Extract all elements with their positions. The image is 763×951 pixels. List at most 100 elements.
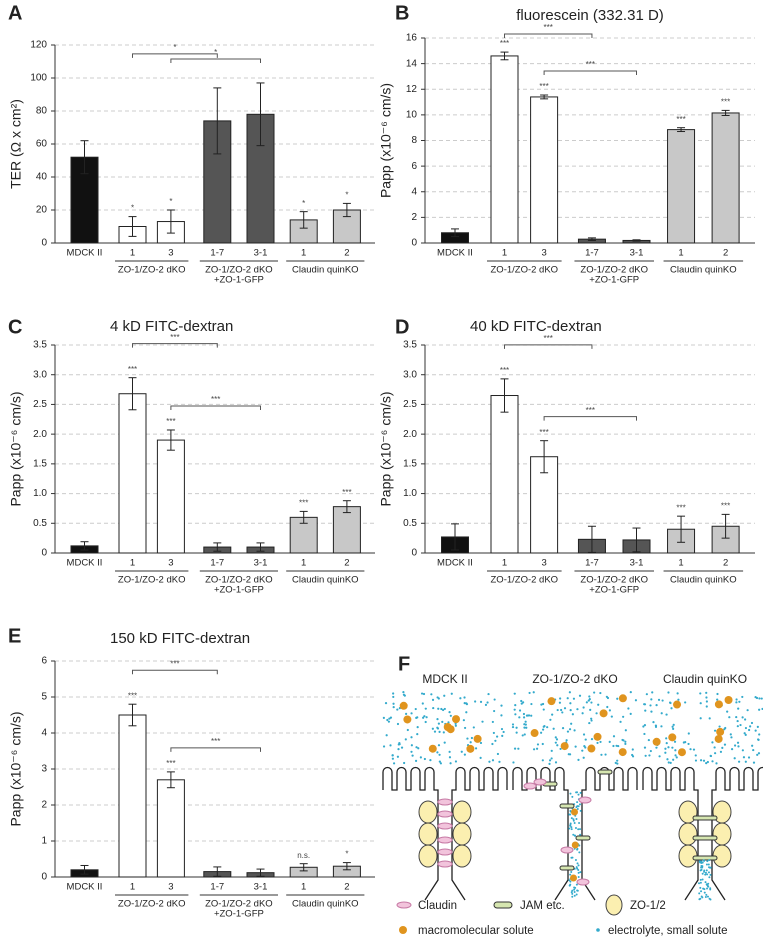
electrolyte-dot [752, 761, 756, 764]
electrolyte-dot [541, 759, 544, 762]
electrolyte-dot [502, 730, 505, 734]
electrolyte-dot [655, 704, 658, 707]
electrolyte-dot [757, 738, 760, 741]
electrolyte-dot [711, 760, 714, 763]
group-label: ZO-1/ZO-2 dKO [491, 265, 559, 276]
electrolyte-dot [608, 740, 611, 743]
error-bar [299, 863, 308, 872]
electrolyte-dot [643, 723, 647, 727]
x-tick-label: 1-7 [210, 248, 224, 259]
electrolyte-dot [595, 712, 598, 715]
electrolyte-dot [677, 698, 680, 701]
cell-membrane [382, 766, 439, 901]
zo-protein [452, 822, 472, 846]
electrolyte-dot [760, 697, 763, 700]
electrolyte-dot [501, 734, 504, 737]
electrolyte-dot [548, 759, 552, 762]
electrolyte-dot [590, 701, 593, 704]
electrolyte-dot [702, 859, 705, 862]
electrolyte-dot [448, 710, 451, 714]
x-tick-label: 2 [723, 558, 728, 569]
macromolecule-dot [403, 715, 412, 724]
bar [332, 506, 361, 554]
electrolyte-dot [624, 740, 627, 743]
group-label: +ZO-1-GFP [214, 275, 264, 286]
electrolyte-dot [559, 747, 562, 751]
electrolyte-dot [569, 792, 572, 795]
bar [490, 55, 519, 244]
electrolyte-dot [597, 703, 600, 706]
electrolyte-dot [728, 716, 731, 719]
electrolyte-dot [704, 873, 707, 876]
error-bar [677, 127, 686, 133]
x-tick-label: 3-1 [630, 558, 644, 569]
electrolyte-dot [631, 748, 634, 751]
y-tick-label: 0.5 [403, 518, 417, 529]
electrolyte-dot [419, 756, 422, 759]
electrolyte-dot [576, 807, 579, 810]
claudin [437, 836, 453, 844]
electrolyte-dot [436, 726, 439, 729]
bracket-label: * [214, 48, 217, 57]
macromolecule-dot [618, 694, 627, 703]
electrolyte-dot [417, 747, 420, 750]
electrolyte-dot [443, 707, 446, 711]
electrolyte-dot [576, 801, 579, 804]
electrolyte-dot [436, 696, 439, 699]
y-axis-label: Papp (x10⁻⁶ cm/s) [8, 391, 24, 506]
y-tick-label: 5 [41, 692, 47, 703]
electrolyte-dot [512, 761, 515, 764]
electrolyte-dot [420, 692, 424, 695]
electrolyte-dot [554, 741, 557, 744]
electrolyte-dot [566, 697, 569, 700]
x-tick-label: MDCK II [437, 248, 473, 259]
electrolyte-dot [629, 691, 632, 694]
electrolyte-dot [573, 729, 576, 732]
error-bar [587, 525, 596, 553]
jam [575, 835, 591, 841]
electrolyte-dot [714, 752, 717, 755]
y-tick-label: 2 [41, 800, 47, 811]
x-tick-label: 1 [301, 558, 306, 569]
macromolecule-icon [399, 926, 407, 934]
y-tick-label: 6 [411, 161, 417, 172]
claudin [576, 878, 590, 886]
jam-icon [493, 901, 513, 909]
electrolyte-dot [643, 703, 646, 706]
macromolecule-dot [547, 697, 556, 706]
electrolyte-dot [694, 759, 698, 762]
electrolyte-dot [716, 692, 719, 696]
error-bar [342, 202, 351, 218]
claudin [437, 798, 453, 806]
electrolyte-dot [411, 754, 414, 757]
electrolyte-dot [574, 827, 577, 830]
electrolyte-dot [676, 692, 679, 695]
electrolyte-dot [436, 718, 439, 721]
electrolyte-dot [494, 739, 497, 742]
electrolyte-dot [574, 859, 577, 862]
electrolyte-dot [588, 695, 591, 698]
x-tick-label: 1 [301, 248, 306, 259]
electrolyte-dot [736, 741, 740, 744]
electrolyte-dot [568, 691, 571, 694]
electrolyte-dot [500, 727, 504, 731]
column-title: MDCK II [422, 672, 467, 686]
electrolyte-dot [698, 860, 701, 863]
electrolyte-dot [541, 742, 544, 746]
electrolyte-dot [700, 890, 703, 893]
x-tick-label: 1 [130, 882, 135, 893]
electrolyte-dot [737, 707, 740, 710]
error-bar [166, 771, 175, 789]
legend-label: macromolecular solute [418, 925, 534, 937]
electrolyte-dot [733, 744, 737, 747]
electrolyte-dot [644, 709, 647, 712]
electrolyte-dot [648, 754, 651, 757]
group-label: Claudin quinKO [292, 265, 359, 276]
electrolyte-dot [387, 720, 391, 723]
y-tick-label: 40 [36, 172, 48, 183]
electrolyte-dot [675, 756, 678, 759]
macromolecule-dot [571, 808, 579, 816]
x-tick-label: 1-7 [585, 558, 599, 569]
electrolyte-dot [622, 715, 625, 718]
chart-title: 150 kD FITC-dextran [110, 630, 250, 647]
